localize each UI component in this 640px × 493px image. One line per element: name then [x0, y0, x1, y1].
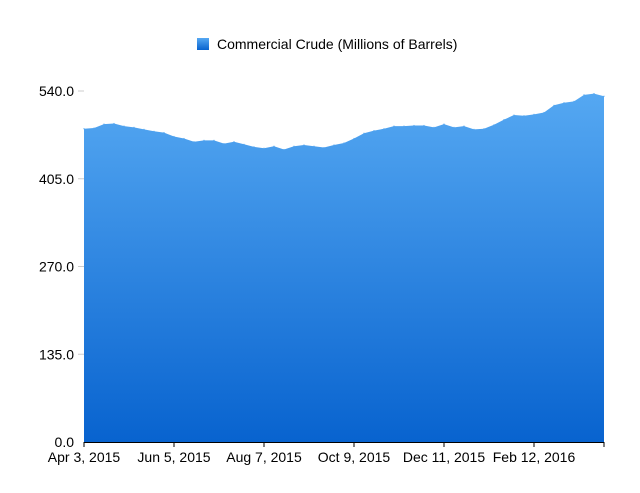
x-tick-label: Oct 9, 2015 [318, 449, 391, 465]
data-point [483, 128, 485, 130]
data-point [143, 128, 145, 130]
plot-area [83, 93, 605, 442]
y-tick-label: 540.0 [39, 83, 74, 99]
data-point [223, 143, 225, 145]
x-tick-label: Feb 12, 2016 [493, 449, 576, 465]
data-point [243, 143, 245, 145]
data-point [563, 102, 565, 104]
data-point [603, 95, 605, 97]
data-point [553, 104, 555, 106]
data-point [313, 145, 315, 147]
data-point [283, 148, 285, 151]
data-point [363, 132, 365, 134]
data-point [383, 128, 385, 130]
data-point [513, 114, 515, 116]
data-point [293, 145, 295, 147]
data-point [323, 146, 325, 149]
data-point [403, 125, 405, 127]
data-point [153, 130, 155, 132]
y-tick-label: 405.0 [39, 171, 74, 187]
data-point [423, 124, 425, 127]
data-point [473, 128, 475, 130]
y-tick-label: 135.0 [39, 346, 74, 362]
y-tick-label: 0.0 [55, 434, 75, 450]
x-tick-label: Aug 7, 2015 [226, 449, 302, 465]
y-axis: 0.0 135.0 270.0 405.0 540.0 [39, 83, 84, 450]
data-point [83, 128, 85, 130]
data-point [413, 124, 415, 127]
data-point [113, 122, 115, 125]
data-point [263, 147, 265, 149]
data-point [433, 126, 435, 128]
data-point [303, 144, 305, 146]
data-point [133, 126, 135, 128]
x-axis: Apr 3, 2015 Jun 5, 2015 Aug 7, 2015 Oct 9, … [48, 442, 605, 465]
data-point [533, 113, 535, 115]
data-point [453, 126, 455, 128]
data-point [493, 124, 495, 126]
data-point [593, 93, 595, 95]
legend: Commercial Crude (Millions of Barrels) [197, 36, 457, 52]
data-point [273, 145, 275, 147]
data-point [173, 135, 175, 138]
series-area [84, 93, 604, 442]
legend-swatch [197, 38, 209, 50]
data-point [393, 125, 395, 127]
x-tick-label: Apr 3, 2015 [48, 449, 121, 465]
data-point [193, 141, 195, 143]
data-point [93, 127, 95, 129]
data-point [163, 132, 165, 134]
data-point [103, 123, 105, 125]
data-point [573, 100, 575, 102]
data-point [233, 141, 235, 143]
data-point [253, 146, 255, 148]
data-point [463, 125, 465, 127]
data-point [443, 123, 445, 125]
data-point [503, 119, 505, 121]
data-point [203, 139, 205, 141]
data-point [353, 137, 355, 140]
legend-label: Commercial Crude (Millions of Barrels) [217, 36, 457, 52]
data-point [213, 139, 215, 141]
data-point [543, 111, 545, 114]
x-tick-label: Dec 11, 2015 [403, 449, 485, 465]
x-tick-label: Jun 5, 2015 [137, 449, 210, 465]
data-point [373, 130, 375, 132]
data-point [123, 125, 125, 127]
data-point [183, 137, 185, 140]
y-tick-label: 270.0 [39, 259, 74, 275]
data-point [333, 144, 335, 146]
data-point [523, 115, 525, 117]
data-point [583, 94, 585, 96]
data-point [343, 142, 345, 144]
